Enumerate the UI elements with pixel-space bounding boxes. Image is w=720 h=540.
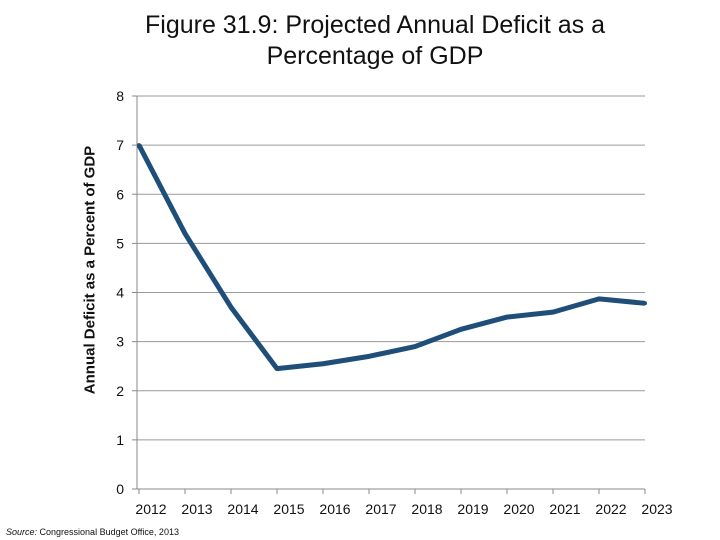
series-line-0 [136,143,646,372]
y-tick-label-8: 8 [116,88,124,104]
x-tick-label-2015: 2015 [273,501,304,517]
data-point-2017 [367,354,371,359]
data-point-2022 [597,296,601,301]
data-point-2023 [643,301,647,306]
y-tick-label-6: 6 [116,186,124,202]
x-tick-label-2014: 2014 [227,501,258,517]
x-tick-label-2017: 2017 [365,501,396,517]
x-tick-label-2018: 2018 [411,501,442,517]
data-point-2012 [137,143,141,148]
chart-title-line-2: Percentage of GDP [266,42,484,70]
data-point-2020 [505,315,509,320]
y-tick-label-7: 7 [116,137,124,153]
x-tick-label-2012: 2012 [135,501,166,517]
x-tick-label-2013: 2013 [181,501,212,517]
y-tick-label-1: 1 [116,432,124,448]
x-tick-label-2019: 2019 [457,501,488,517]
y-tick-label-2: 2 [116,383,124,399]
x-tick-label-2022: 2022 [595,501,626,517]
source-label: Source: [6,527,38,537]
y-tick-label-4: 4 [116,285,124,301]
y-tick-label-0: 0 [116,481,124,497]
data-point-2016 [321,361,325,366]
x-tick-label-2020: 2020 [503,501,534,517]
chart-title-line-1: Figure 31.9: Projected Annual Deficit as… [145,11,605,39]
x-tick-label-2016: 2016 [319,501,350,517]
data-point-2019 [459,327,463,332]
data-point-2021 [551,310,555,315]
y-tick-label-3: 3 [116,334,124,350]
chart-title: Figure 31.9: Projected Annual Deficit as… [0,10,720,72]
source-text: Congressional Budget Office, 2013 [37,527,179,537]
x-tick-label-2023: 2023 [641,501,672,517]
data-point-2013 [183,231,187,236]
data-point-2018 [413,344,417,349]
source-note: Source: Congressional Budget Office, 201… [6,527,179,537]
data-point-2014 [229,305,233,310]
x-tick-label-2021: 2021 [549,501,580,517]
y-tick-label-5: 5 [116,235,124,251]
data-point-2015 [275,366,279,371]
